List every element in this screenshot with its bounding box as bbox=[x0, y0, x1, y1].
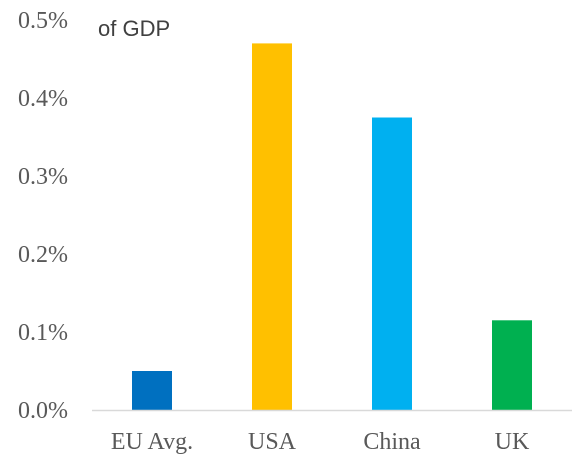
x-category-label: USA bbox=[248, 429, 297, 455]
bar-china bbox=[372, 117, 412, 410]
y-tick-label: 0.5% bbox=[18, 8, 68, 34]
x-category-label: EU Avg. bbox=[111, 429, 193, 455]
x-category-label: UK bbox=[495, 429, 530, 455]
y-tick-label: 0.3% bbox=[18, 164, 68, 190]
y-tick-label: 0.2% bbox=[18, 242, 68, 268]
y-axis-tick-labels: 0.5% 0.4% 0.3% 0.2% 0.1% 0.0% bbox=[18, 8, 68, 424]
bars bbox=[132, 43, 532, 411]
y-tick-label: 0.4% bbox=[18, 86, 68, 112]
x-axis-category-labels: EU Avg. USA China UK bbox=[111, 429, 530, 455]
bar-uk bbox=[492, 320, 532, 410]
bar-usa bbox=[252, 43, 292, 411]
y-tick-label: 0.1% bbox=[18, 320, 68, 346]
unit-label: of GDP bbox=[98, 16, 170, 41]
bar-eu-avg bbox=[132, 371, 172, 410]
x-category-label: China bbox=[363, 429, 421, 455]
y-tick-label: 0.0% bbox=[18, 398, 68, 424]
